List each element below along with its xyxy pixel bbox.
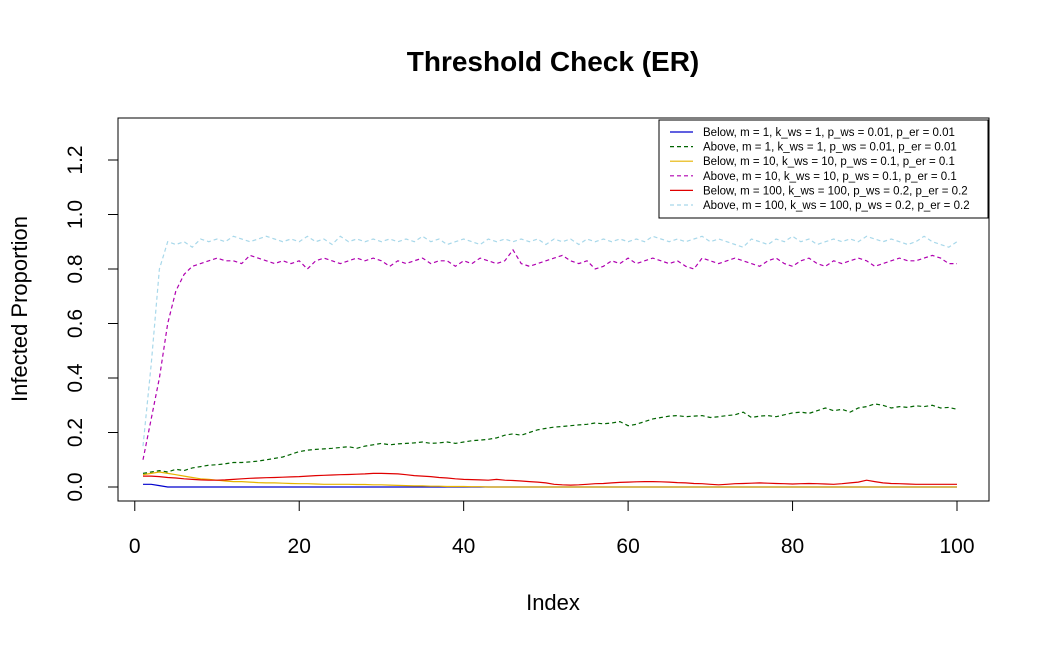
series-line-3: [142, 471, 957, 488]
series-line-5: [143, 472, 957, 486]
x-axis-label: Index: [526, 590, 580, 615]
legend-label: Below, m = 10, k_ws = 10, p_ws = 0.1, p_…: [703, 156, 955, 168]
y-tick-label: 1.0: [64, 200, 87, 229]
legend: Below, m = 1, k_ws = 1, p_ws = 0.01, p_e…: [658, 119, 989, 219]
x-tick-label: 40: [452, 535, 475, 558]
legend-label: Below, m = 1, k_ws = 1, p_ws = 0.01, p_e…: [703, 127, 955, 139]
y-tick-label: 0.2: [64, 418, 87, 447]
x-tick-label: 20: [288, 535, 311, 558]
x-tick-label: 80: [781, 535, 804, 558]
chart-title: Threshold Check (ER): [407, 46, 699, 77]
legend-box: [658, 119, 989, 219]
legend-label: Above, m = 1, k_ws = 1, p_ws = 0.01, p_e…: [703, 142, 957, 154]
y-tick-label: 0.0: [64, 472, 87, 501]
legend-label: Below, m = 100, k_ws = 100, p_ws = 0.2, …: [703, 185, 968, 197]
legend-label: Above, m = 100, k_ws = 100, p_ws = 0.2, …: [703, 200, 970, 212]
series-line-6: [142, 235, 958, 447]
y-tick-label: 0.4: [64, 363, 87, 393]
series-line-2: [142, 403, 958, 474]
x-axis: 0 20 40 60 80 100: [129, 500, 975, 558]
x-tick-label: 0: [129, 535, 141, 558]
y-axis: 0.0 0.2 0.4 0.6 0.8 1.0 1.2: [64, 145, 119, 502]
x-tick-label: 60: [616, 535, 639, 558]
series-line-4: [142, 248, 957, 460]
y-tick-label: 0.8: [64, 254, 87, 283]
y-tick-label: 0.6: [64, 309, 87, 338]
y-tick-label: 1.2: [64, 145, 87, 174]
series-layer: [142, 235, 958, 488]
legend-label: Above, m = 10, k_ws = 10, p_ws = 0.1, p_…: [703, 171, 957, 183]
y-axis-label: Infected Proportion: [7, 216, 32, 402]
x-tick-label: 100: [939, 535, 974, 558]
